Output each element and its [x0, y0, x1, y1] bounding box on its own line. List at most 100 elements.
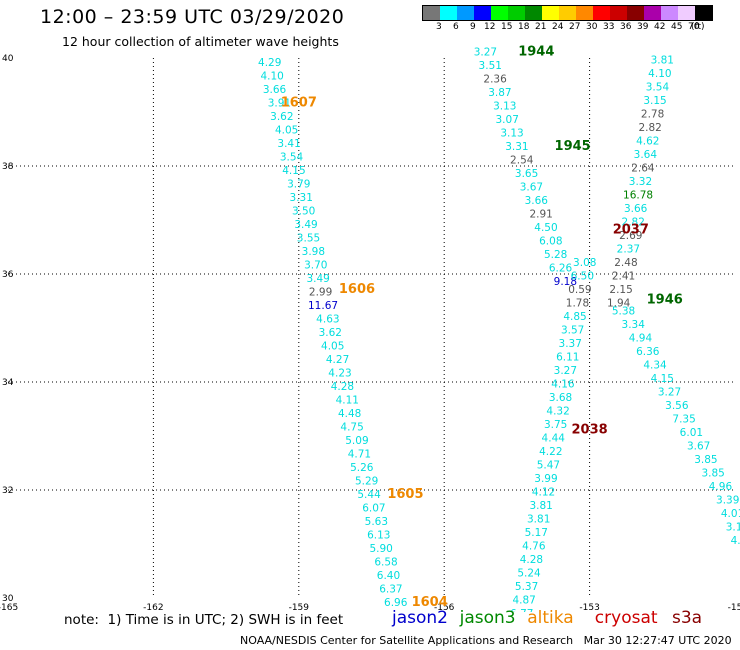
wave-height-value: 4.63	[316, 314, 339, 326]
wave-height-value: 5.24	[517, 567, 541, 579]
legend-swatch	[491, 6, 508, 20]
wave-height-value: 4.29	[258, 57, 281, 69]
wave-height-value: 3.31	[290, 192, 313, 204]
wave-height-value: 3.56	[665, 400, 689, 412]
wave-height-value: 4.15	[282, 165, 305, 177]
wave-height-value: 3.50	[292, 206, 315, 218]
wave-height-value: 4.28	[520, 554, 543, 566]
wave-height-value: 3.13	[493, 100, 516, 112]
wave-height-value: 2.69	[619, 230, 642, 242]
legend-label: 9	[470, 22, 476, 32]
wave-height-value: 3.79	[287, 179, 310, 191]
wave-height-value: 6.36	[636, 346, 660, 358]
wave-height-value: 1.78	[566, 297, 589, 309]
lon-tick-label: -15	[728, 603, 740, 612]
wave-height-value: 5.44	[357, 489, 381, 501]
wave-height-value: 6.37	[379, 584, 402, 596]
wave-height-value: 4.11	[336, 395, 359, 407]
wave-height-value: 4.71	[348, 449, 371, 461]
legend-swatch	[610, 6, 627, 20]
wave-height-value: 3.85	[694, 454, 717, 466]
lon-tick-label: -156	[434, 603, 455, 612]
legend-swatch	[627, 6, 644, 20]
wave-height-value: 3.41	[277, 138, 300, 150]
legend-swatch	[661, 6, 678, 20]
legend-label: 3	[436, 22, 442, 32]
wave-height-value: 3.64	[634, 149, 658, 161]
legend-label: 18	[518, 22, 530, 32]
wave-height-value: 3.81	[529, 500, 552, 512]
wave-height-value: 3.67	[687, 441, 710, 453]
wave-height-value: 3.65	[515, 168, 538, 180]
lon-tick-label: -153	[579, 603, 599, 612]
legend-label: 21	[535, 22, 547, 32]
wave-height-value: 6.40	[377, 570, 400, 582]
wave-height-value: 3.66	[624, 203, 648, 215]
legend-label: 70	[688, 22, 700, 32]
wave-height-value: 5.17	[525, 527, 548, 539]
satellite-jason3: jason3	[459, 608, 516, 628]
legend-swatch	[525, 6, 542, 20]
wave-height-value: 4.15	[651, 373, 674, 385]
wave-height-value: 4.85	[563, 311, 586, 323]
wave-height-value: 3.54	[280, 152, 304, 164]
lon-tick-label: -162	[143, 603, 163, 612]
legend-label: 39	[637, 22, 649, 32]
legend-label: 12	[484, 22, 496, 32]
wave-height-value: 7.35	[672, 414, 695, 426]
legend-swatch	[474, 6, 491, 20]
wave-height-value: 4.76	[522, 540, 546, 552]
satellite-cryosat: cryosat	[594, 608, 658, 628]
wave-height-value: 4.02	[731, 535, 740, 547]
wave-height-value: 3.15	[643, 95, 666, 107]
wave-height-value: 5.37	[515, 581, 538, 593]
wave-height-value: 2.64	[631, 162, 655, 174]
wave-height-value: 4.10	[648, 68, 671, 80]
wave-height-value: 3.31	[505, 141, 528, 153]
wave-height-value: 3.27	[554, 365, 577, 377]
wave-height-value: 2.37	[617, 243, 640, 255]
pass-time-label: 2038	[572, 422, 608, 437]
wave-height-map: -165 -162 -159 -156 -153 -15 30 32 34 36 38 40 4.29 4…	[0, 44, 740, 612]
wave-height-value: 3.67	[520, 181, 543, 193]
pass-time-label: 2037	[613, 223, 649, 238]
wave-height-value: 2.15	[609, 284, 632, 296]
legend-swatch	[457, 6, 474, 20]
wave-height-value: 3.37	[559, 338, 582, 350]
wave-height-value: 3.87	[488, 87, 511, 99]
wave-height-value: 5.38	[612, 306, 635, 318]
wave-height-value: 2.48	[614, 257, 637, 269]
legend-label: 6	[453, 22, 459, 32]
wave-height-value: 3.13	[500, 127, 523, 139]
wave-height-value: 3.55	[297, 233, 320, 245]
legend-swatch	[440, 6, 457, 20]
wave-height-value: 3.34	[622, 319, 646, 331]
wave-height-value: 5.47	[537, 459, 560, 471]
legend-label: 33	[603, 22, 615, 32]
wave-height-value: 3.32	[629, 176, 652, 188]
wave-height-value: 4.22	[539, 446, 562, 458]
wave-height-value: 2.36	[483, 73, 507, 85]
wave-height-value: 11.67	[308, 300, 338, 312]
wave-height-value: 3.51	[479, 60, 502, 72]
legend-swatch	[593, 6, 610, 20]
legend-swatch	[423, 6, 440, 20]
lat-tick-label: 36	[2, 270, 14, 280]
pass-time-label: 1607	[281, 96, 317, 111]
wave-height-value: 5.28	[544, 249, 567, 261]
wave-height-value: 4.23	[328, 368, 351, 380]
legend-swatch	[695, 6, 712, 20]
lat-tick-label: 30	[2, 594, 14, 604]
wave-height-value: 5.29	[355, 476, 378, 488]
legend-swatch	[542, 6, 559, 20]
satellite-altika: altika	[527, 608, 574, 628]
wave-height-value: 3.57	[561, 324, 584, 336]
pass-time-label: 1606	[339, 282, 375, 297]
wave-height-value: 3.54	[646, 81, 670, 93]
wave-height-value: 3.49	[306, 273, 329, 285]
wave-height-value: 6.01	[680, 427, 703, 439]
wave-height-value: 6.08	[539, 235, 562, 247]
wave-height-value: 4.05	[275, 125, 298, 137]
wave-height-value: 2.82	[622, 216, 645, 228]
lat-tick-label: 34	[2, 378, 14, 388]
